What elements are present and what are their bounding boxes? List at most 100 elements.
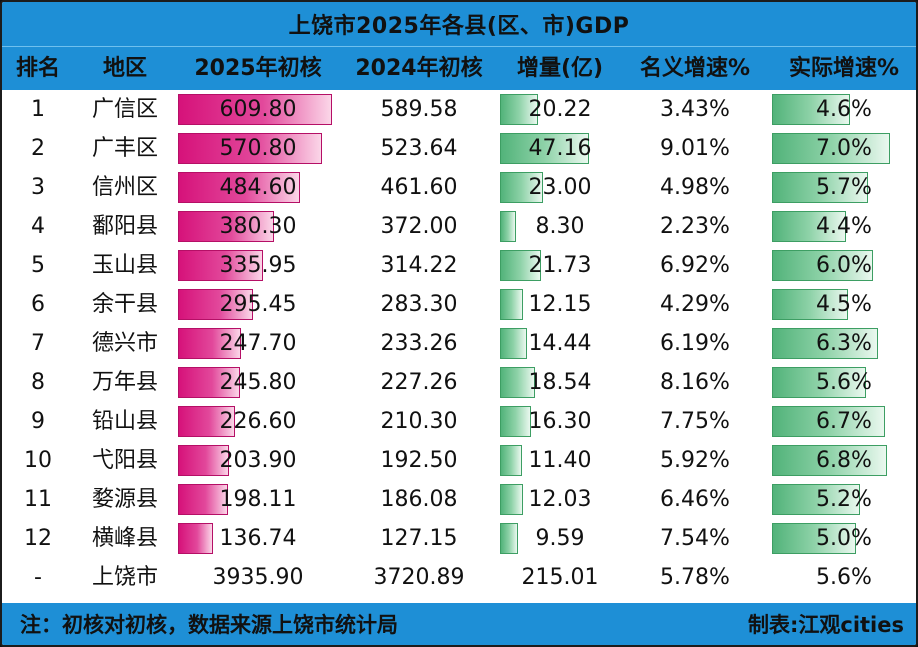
- nominal-cell: 3.43%: [660, 97, 730, 122]
- gdp2025-bar: [178, 445, 230, 476]
- nominal-cell: 7.54%: [660, 526, 730, 551]
- increase-cell: 23.00: [528, 175, 592, 200]
- increase-cell: 16.30: [528, 409, 592, 434]
- table-row: 7 德兴市 247.70 233.26 14.44 6.19% 6.3%: [2, 324, 916, 363]
- region-header: 地区: [102, 56, 147, 81]
- increase-cell: 9.59: [535, 526, 585, 551]
- increase-bar: [500, 367, 535, 398]
- region-cell: 横峰县: [91, 526, 158, 551]
- gdp2024-cell: 210.30: [380, 409, 458, 434]
- increase-bar: [500, 133, 589, 164]
- gdp2025-header: 2025年初核: [194, 56, 322, 81]
- gdp2025-cell: 570.80: [219, 136, 297, 161]
- gdp2025-bar: [178, 406, 236, 437]
- real-cell: 4.4%: [816, 214, 872, 239]
- region-cell: 广信区: [91, 97, 158, 122]
- gdp2024-cell: 227.26: [380, 370, 458, 395]
- real-bar: [772, 94, 850, 125]
- region-cell: 信州区: [91, 175, 158, 200]
- real-bar: [772, 484, 860, 515]
- table-row: 12 横峰县 136.74 127.15 9.59 7.54% 5.0%: [2, 519, 916, 558]
- real-cell: 6.0%: [816, 253, 872, 278]
- region-cell: 万年县: [91, 370, 158, 395]
- real-cell: 4.5%: [816, 292, 872, 317]
- region-cell: 余干县: [91, 292, 158, 317]
- gdp2024-cell: 523.64: [380, 136, 458, 161]
- increase-bar: [500, 484, 523, 515]
- table-row: 1 广信区 609.80 589.58 20.22 3.43% 4.6%: [2, 90, 916, 129]
- real-bar: [772, 133, 890, 164]
- gdp2025-bar: [178, 523, 213, 554]
- nominal-cell: 2.23%: [660, 214, 730, 239]
- gdp2025-bar: [178, 484, 229, 515]
- table-row: 3 信州区 484.60 461.60 23.00 4.98% 5.7%: [2, 168, 916, 207]
- region-cell: 铅山县: [91, 409, 158, 434]
- region-cell: 弋阳县: [91, 448, 158, 473]
- gdp2025-cell: 609.80: [219, 97, 297, 122]
- gdp2025-bar: [178, 211, 275, 242]
- nominal-cell: 6.46%: [660, 487, 730, 512]
- table-row: 6 余干县 295.45 283.30 12.15 4.29% 4.5%: [2, 285, 916, 324]
- gdp2025-bar: [178, 328, 241, 359]
- gdp2024-cell: 461.60: [380, 175, 458, 200]
- increase-cell: 12.15: [528, 292, 592, 317]
- real-cell: 4.6%: [816, 97, 872, 122]
- real-bar: [772, 523, 857, 554]
- rank-cell: 3: [31, 175, 45, 200]
- real-bar: [772, 289, 848, 320]
- nominal-cell: 4.98%: [660, 175, 730, 200]
- real-bar: [772, 172, 869, 203]
- footer-bar: 注：初核对初核，数据来源上饶市统计局 制表:江观cities: [2, 603, 916, 645]
- increase-bar: [500, 328, 528, 359]
- gdp2025-cell: 380.30: [219, 214, 297, 239]
- region-cell: 广丰区: [91, 136, 158, 161]
- increase-cell: 215.01: [521, 565, 599, 590]
- rank-cell: 8: [31, 370, 45, 395]
- gdp2025-bar: [178, 367, 241, 398]
- increase-bar: [500, 523, 519, 554]
- total-row: - 上饶市 3935.90 3720.89 215.01 5.78% 5.6%: [2, 558, 916, 597]
- increase-cell: 14.44: [528, 331, 592, 356]
- gdp2025-cell: 247.70: [219, 331, 297, 356]
- increase-bar: [500, 406, 531, 437]
- nominal-header: 名义增速%: [639, 56, 751, 81]
- gdp2024-cell: 589.58: [380, 97, 458, 122]
- gdp2024-header: 2024年初核: [355, 56, 483, 81]
- gdp2025-bar: [178, 172, 301, 203]
- table-title: 上饶市2025年各县(区、市)GDP: [288, 14, 630, 39]
- rank-cell: 4: [31, 214, 45, 239]
- increase-bar: [500, 289, 523, 320]
- real-cell: 5.6%: [816, 370, 872, 395]
- rank-cell: 2: [31, 136, 45, 161]
- real-cell: 5.7%: [816, 175, 872, 200]
- table-row: 10 弋阳县 203.90 192.50 11.40 5.92% 6.8%: [2, 441, 916, 480]
- region-cell: 婺源县: [91, 487, 158, 512]
- gdp2025-bar: [178, 133, 323, 164]
- gdp2025-bar: [178, 94, 332, 125]
- increase-bar: [500, 445, 522, 476]
- gdp2024-cell: 3720.89: [373, 565, 465, 590]
- nominal-cell: 8.16%: [660, 370, 730, 395]
- table-row: 11 婺源县 198.11 186.08 12.03 6.46% 5.2%: [2, 480, 916, 519]
- gdp2024-cell: 372.00: [380, 214, 458, 239]
- increase-header: 增量(亿): [516, 56, 604, 81]
- rank-cell: 12: [24, 526, 52, 551]
- increase-cell: 21.73: [528, 253, 592, 278]
- real-header: 实际增速%: [788, 56, 900, 81]
- gdp2025-cell: 226.60: [219, 409, 297, 434]
- rank-header: 排名: [15, 56, 60, 81]
- real-bar: [772, 250, 874, 281]
- rank-cell: 6: [31, 292, 45, 317]
- region-cell: 德兴市: [91, 331, 158, 356]
- region-cell: 上饶市: [91, 565, 158, 590]
- real-cell: 6.3%: [816, 331, 872, 356]
- rank-cell: 11: [24, 487, 52, 512]
- footer-note: 注：初核对初核，数据来源上饶市统计局: [20, 613, 398, 637]
- real-bar: [772, 328, 879, 359]
- rank-cell: 1: [31, 97, 45, 122]
- nominal-cell: 9.01%: [660, 136, 730, 161]
- region-cell: 玉山县: [91, 253, 158, 278]
- real-cell: 7.0%: [816, 136, 872, 161]
- nominal-cell: 7.75%: [660, 409, 730, 434]
- real-bar: [772, 406, 885, 437]
